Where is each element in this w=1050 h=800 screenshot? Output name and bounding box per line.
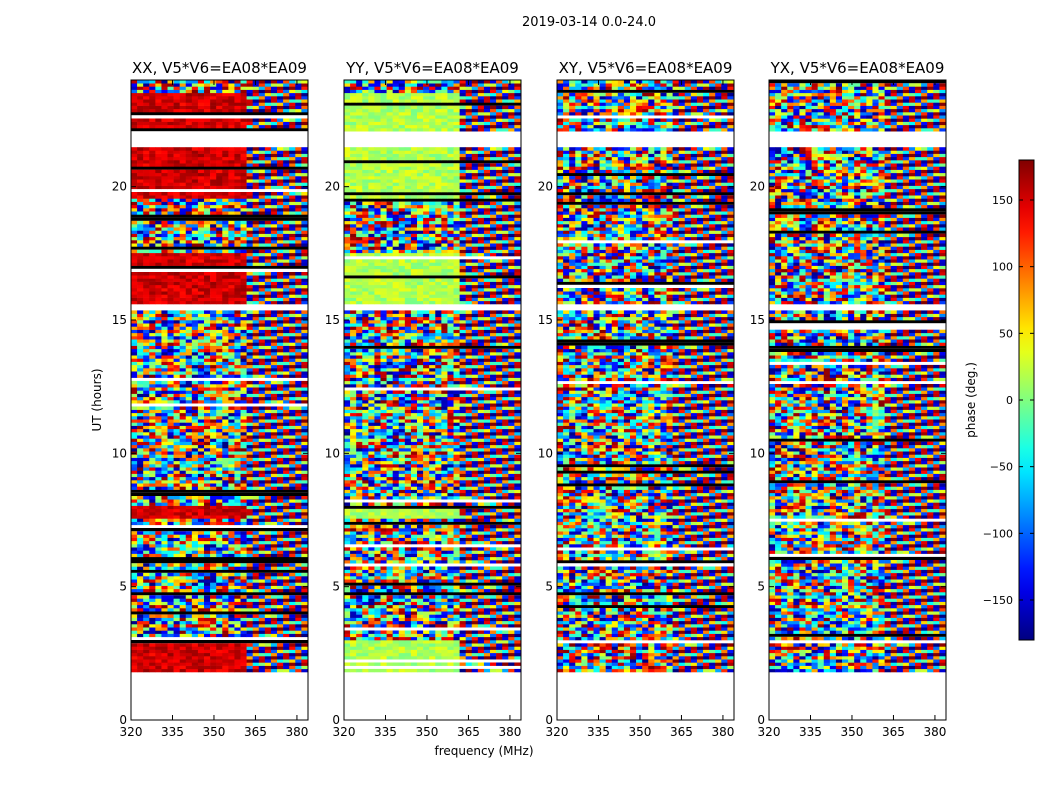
x-tick-label: 380 [498, 725, 521, 739]
x-tick-label: 335 [587, 725, 610, 739]
y-tick-label: 0 [119, 713, 127, 727]
colorbar-tick-label: −50 [990, 461, 1013, 474]
x-tick-label: 335 [161, 725, 184, 739]
y-tick-label: 0 [332, 713, 340, 727]
panel-title: XY, V5*V6=EA08*EA09 [559, 59, 733, 77]
x-tick-label: 380 [285, 725, 308, 739]
x-tick-label: 365 [882, 725, 905, 739]
y-tick-label: 0 [757, 713, 765, 727]
colorbar-tick-label: −150 [983, 594, 1013, 607]
y-tick-label: 0 [545, 713, 553, 727]
y-tick-label: 5 [119, 580, 127, 594]
y-axis-label: UT (hours) [90, 368, 104, 431]
y-tick-label: 20 [750, 180, 765, 194]
panels-group: XX, V5*V6=EA08*EA09 320 335 350 365 380 0 5 10 15… [112, 59, 947, 739]
x-tick-label: 320 [546, 725, 569, 739]
heatmap-xx [131, 80, 308, 720]
colorbar-tick-label: 0 [1006, 394, 1013, 407]
heatmap-yy [344, 80, 521, 720]
colorbar-tick-label: 100 [992, 261, 1013, 274]
panel-title: XX, V5*V6=EA08*EA09 [132, 59, 307, 77]
x-tick-label: 320 [758, 725, 781, 739]
panel-frame [556, 79, 735, 721]
y-tick-label: 15 [112, 313, 127, 327]
colorbar-label: phase (deg.) [964, 362, 978, 438]
x-tick-label: 380 [923, 725, 946, 739]
panel-frame [768, 79, 947, 721]
x-tick-label: 365 [670, 725, 693, 739]
x-tick-label: 335 [374, 725, 397, 739]
x-tick-label: 320 [120, 725, 143, 739]
panel-xy: XY, V5*V6=EA08*EA09 320 335 350 365 380 0 5 10 15… [538, 59, 735, 739]
panel-yx: YX, V5*V6=EA08*EA09 320 335 350 365 380 0 5 10 15… [750, 59, 947, 739]
colorbar-tick-label: −100 [983, 527, 1013, 540]
heatmap-xy [557, 80, 734, 720]
x-tick-label: 335 [799, 725, 822, 739]
panel-frame [343, 79, 522, 721]
panel-xx: XX, V5*V6=EA08*EA09 320 335 350 365 380 0 5 10 15… [112, 59, 309, 739]
y-tick-label: 15 [325, 313, 340, 327]
y-tick-label: 5 [757, 580, 765, 594]
y-tick-label: 20 [112, 180, 127, 194]
y-tick-label: 10 [750, 446, 765, 460]
x-tick-label: 350 [203, 725, 226, 739]
y-tick-label: 5 [545, 580, 553, 594]
x-tick-label: 350 [629, 725, 652, 739]
panel-yy: YY, V5*V6=EA08*EA09 320 335 350 365 380 0 5 10 15… [325, 59, 522, 739]
y-tick-label: 20 [325, 180, 340, 194]
panel-title: YX, V5*V6=EA08*EA09 [770, 59, 945, 77]
y-tick-label: 15 [538, 313, 553, 327]
x-tick-label: 380 [711, 725, 734, 739]
figure-title: 2019-03-14 0.0-24.0 [522, 15, 656, 30]
colorbar: 150 100 50 0 −50 −100 −150 [983, 159, 1035, 641]
panel-frame [130, 79, 309, 721]
y-tick-label: 15 [750, 313, 765, 327]
x-axis-label: frequency (MHz) [434, 744, 533, 758]
panel-title: YY, V5*V6=EA08*EA09 [345, 59, 519, 77]
heatmap-yx [769, 80, 946, 720]
y-tick-label: 10 [112, 446, 127, 460]
x-tick-label: 365 [457, 725, 480, 739]
y-tick-label: 10 [538, 446, 553, 460]
x-tick-label: 365 [244, 725, 267, 739]
x-tick-label: 350 [416, 725, 439, 739]
colorbar-tick-label: 50 [999, 327, 1013, 340]
y-tick-label: 5 [332, 580, 340, 594]
y-tick-label: 10 [325, 446, 340, 460]
y-tick-label: 20 [538, 180, 553, 194]
x-tick-label: 350 [841, 725, 864, 739]
x-tick-label: 320 [333, 725, 356, 739]
colorbar-tick-label: 150 [992, 194, 1013, 207]
